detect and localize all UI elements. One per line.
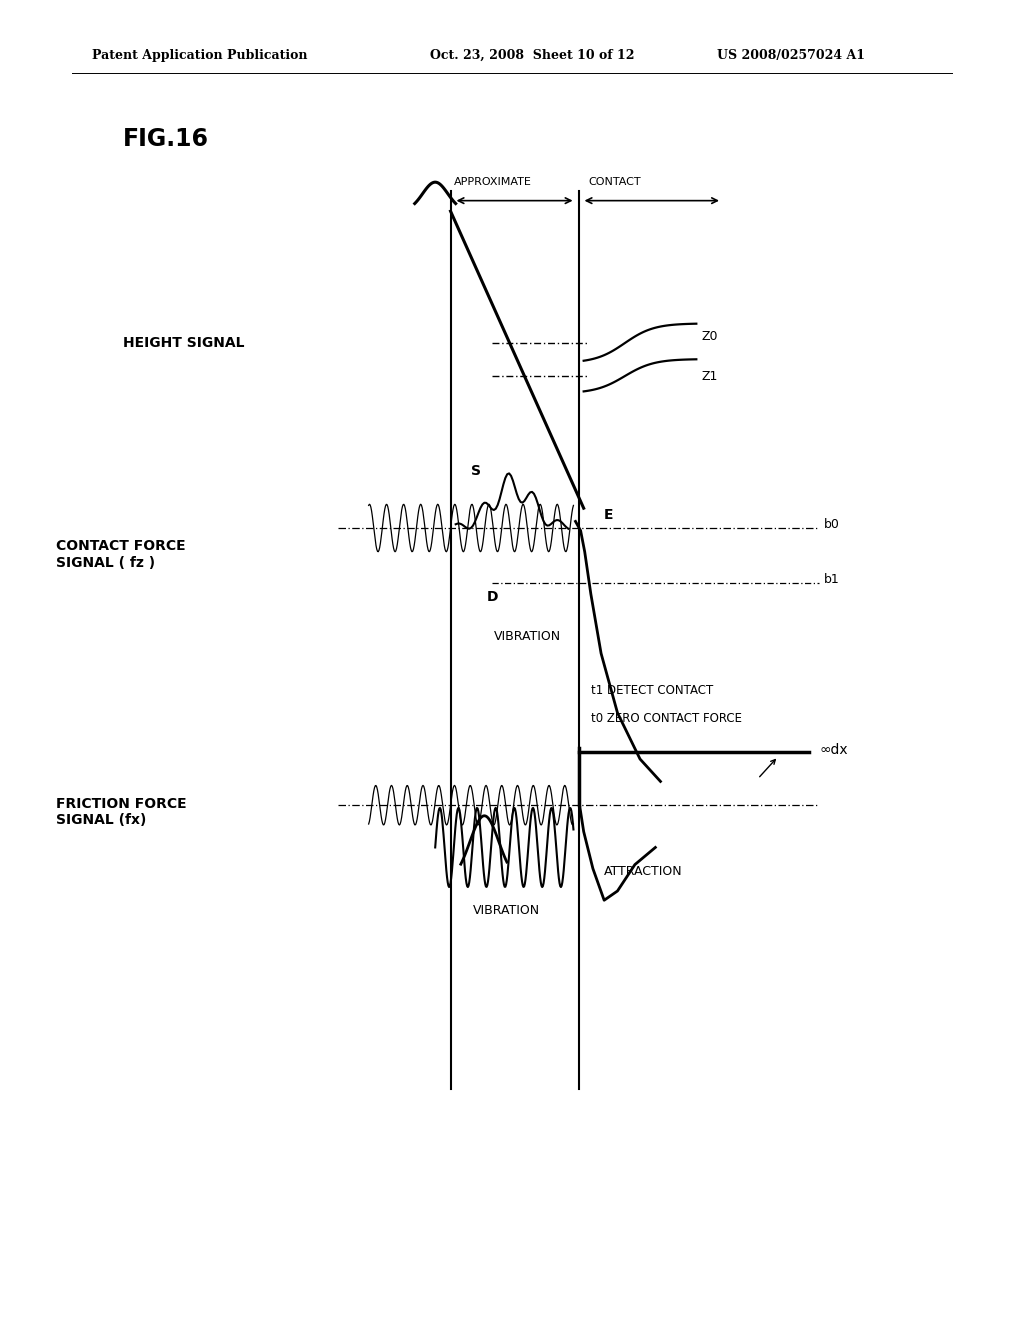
Text: D: D <box>486 590 498 603</box>
Text: APPROXIMATE: APPROXIMATE <box>454 177 531 187</box>
Text: ATTRACTION: ATTRACTION <box>604 865 683 878</box>
Text: Z0: Z0 <box>701 330 718 343</box>
Text: b0: b0 <box>824 517 841 531</box>
Text: t0 ZERO CONTACT FORCE: t0 ZERO CONTACT FORCE <box>591 711 741 725</box>
Text: ∞dx: ∞dx <box>819 743 848 756</box>
Text: S: S <box>471 465 481 478</box>
Text: t1 DETECT CONTACT: t1 DETECT CONTACT <box>591 684 713 697</box>
Text: CONTACT FORCE
SIGNAL ( fz ): CONTACT FORCE SIGNAL ( fz ) <box>56 540 186 569</box>
Text: Patent Application Publication: Patent Application Publication <box>92 49 307 62</box>
Text: Oct. 23, 2008  Sheet 10 of 12: Oct. 23, 2008 Sheet 10 of 12 <box>430 49 635 62</box>
Text: VIBRATION: VIBRATION <box>494 630 561 643</box>
Text: CONTACT: CONTACT <box>589 177 641 187</box>
Text: b1: b1 <box>824 573 840 586</box>
Text: FRICTION FORCE
SIGNAL (fx): FRICTION FORCE SIGNAL (fx) <box>56 797 187 826</box>
Text: US 2008/0257024 A1: US 2008/0257024 A1 <box>717 49 865 62</box>
Text: E: E <box>604 508 613 521</box>
Text: FIG.16: FIG.16 <box>123 127 209 150</box>
Text: VIBRATION: VIBRATION <box>473 904 541 917</box>
Text: HEIGHT SIGNAL: HEIGHT SIGNAL <box>123 337 245 350</box>
Text: Z1: Z1 <box>701 370 718 383</box>
